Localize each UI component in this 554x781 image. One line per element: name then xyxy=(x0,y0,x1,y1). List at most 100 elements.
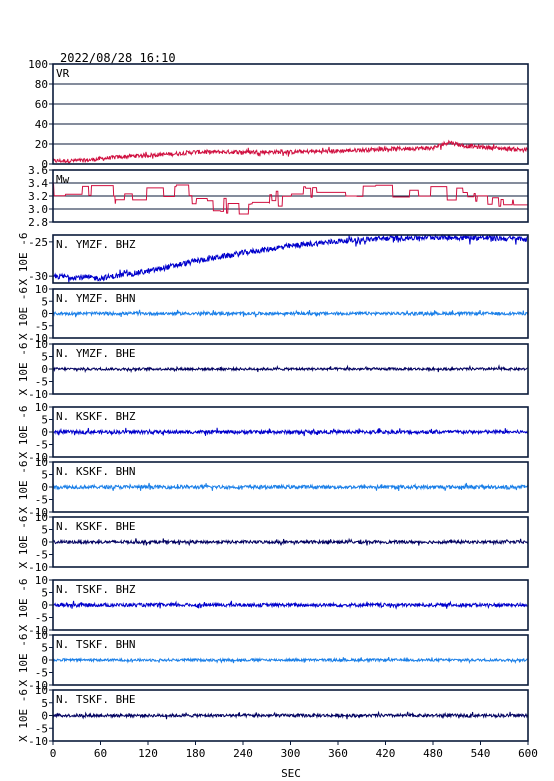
y-axis-unit-label: X 10E -6 xyxy=(17,233,30,286)
y-tick-label: 5 xyxy=(41,469,48,482)
y-tick-label: 0 xyxy=(41,599,48,612)
y-tick-label: 3.0 xyxy=(28,203,48,216)
trace-line xyxy=(52,482,529,492)
panel-label: N. KSKF. BHE xyxy=(56,520,135,533)
y-tick-label: -10 xyxy=(28,561,48,574)
x-tick-label: 240 xyxy=(233,747,253,760)
x-tick-label: 300 xyxy=(281,747,301,760)
y-tick-label: 0 xyxy=(41,536,48,549)
y-axis-unit-label: X 10E -6 xyxy=(17,287,30,340)
y-tick-label: -10 xyxy=(28,679,48,692)
y-tick-label: 0 xyxy=(41,308,48,321)
y-tick-label: -5 xyxy=(35,320,48,333)
y-tick-label: 0 xyxy=(41,654,48,667)
panel-2: 2.83.03.23.43.6 Mw xyxy=(28,164,529,229)
y-tick-label: -10 xyxy=(28,506,48,519)
x-tick-label: 0 xyxy=(50,747,57,760)
x-tick-label: 120 xyxy=(138,747,158,760)
y-axis-unit-label: X 10E -6 xyxy=(17,689,30,742)
trace-line xyxy=(52,427,529,437)
y-axis-unit-label: X 10E -6 xyxy=(17,461,30,514)
panel-3: -30 -25 N. YMZF. BHZ X 10E -6 xyxy=(17,233,529,286)
y-tick-label: 10 xyxy=(35,338,48,351)
trace-line xyxy=(53,537,529,547)
y-tick-label: -5 xyxy=(35,667,48,680)
y-tick-label: 5 xyxy=(41,351,48,364)
y-tick-label: 0 xyxy=(41,426,48,439)
panel-label: N. YMZF. BHN xyxy=(56,292,135,305)
y-tick-label: -10 xyxy=(28,735,48,748)
y-axis-unit-label: X 10E -6 xyxy=(17,406,30,459)
y-tick-label: -10 xyxy=(28,388,48,401)
y-tick-label: -5 xyxy=(35,722,48,735)
y-tick-label: 10 xyxy=(35,401,48,414)
y-tick-label: -5 xyxy=(35,612,48,625)
panel-1: 0 20 40 60 80 100 VR xyxy=(28,58,529,171)
y-tick-label: 5 xyxy=(41,587,48,600)
x-tick-label: 360 xyxy=(328,747,348,760)
trace-line xyxy=(52,233,529,283)
panel-label: N. YMZF. BHZ xyxy=(56,238,136,251)
trace-line xyxy=(52,710,529,720)
panel-label: N. YMZF. BHE xyxy=(56,347,135,360)
x-tick-label: 540 xyxy=(471,747,491,760)
y-tick-label: -10 xyxy=(28,624,48,637)
y-tick-label: 0 xyxy=(41,481,48,494)
y-axis-unit-label: X 10E -6 xyxy=(17,516,30,569)
chart-title: 2022/08/28 16:10 xyxy=(60,51,176,65)
y-tick-label: -5 xyxy=(35,549,48,562)
y-tick-label: -5 xyxy=(35,494,48,507)
y-tick-label: 40 xyxy=(35,118,48,131)
panel-frame xyxy=(52,234,529,284)
trace-line xyxy=(52,139,529,164)
panel-label: N. TSKF. BHZ xyxy=(56,583,136,596)
y-axis-unit-label: X 10E -6 xyxy=(17,634,30,687)
y-tick-label: -5 xyxy=(35,439,48,452)
y-tick-label: 2.8 xyxy=(28,216,48,229)
y-tick-label: 3.6 xyxy=(28,164,48,177)
y-tick-label: 100 xyxy=(28,58,48,71)
y-tick-label: -5 xyxy=(35,376,48,389)
x-axis: 0 60 120 180 240 300 360 420 480 540 600 xyxy=(50,741,538,760)
panel-label: N. KSKF. BHN xyxy=(56,465,135,478)
y-tick-label: 5 xyxy=(41,295,48,308)
trace-line xyxy=(52,600,529,610)
y-tick-label: 10 xyxy=(35,684,48,697)
y-tick-label: 3.2 xyxy=(28,190,48,203)
y-tick-label: 5 xyxy=(41,642,48,655)
y-axis-unit-label: X 10E -6 xyxy=(17,343,30,396)
panel-label: VR xyxy=(56,67,70,80)
x-tick-label: 480 xyxy=(423,747,443,760)
x-tick-label: 420 xyxy=(376,747,396,760)
y-tick-label: 20 xyxy=(35,138,48,151)
panel-label: N. TSKF. BHN xyxy=(56,638,135,651)
y-tick-label: 5 xyxy=(41,524,48,537)
trace-line xyxy=(52,309,529,318)
panel-frame xyxy=(52,63,529,165)
y-tick-label: 10 xyxy=(35,456,48,469)
y-tick-label: 0 xyxy=(41,710,48,723)
panel-label: N. TSKF. BHE xyxy=(56,693,135,706)
x-tick-label: 600 xyxy=(518,747,538,760)
y-tick-label: 3.4 xyxy=(28,177,48,190)
y-tick-label: -10 xyxy=(28,332,48,345)
y-tick-label: 10 xyxy=(35,283,48,296)
y-tick-label: -30 xyxy=(28,270,48,283)
y-tick-label: 10 xyxy=(35,629,48,642)
y-tick-label: 0 xyxy=(41,363,48,376)
y-tick-label: -25 xyxy=(28,236,48,249)
y-tick-label: -10 xyxy=(28,451,48,464)
panel-label: N. KSKF. BHZ xyxy=(56,410,136,423)
x-axis-label: SEC xyxy=(281,767,301,780)
y-tick-label: 10 xyxy=(35,511,48,524)
y-tick-label: 5 xyxy=(41,414,48,427)
y-tick-label: 5 xyxy=(41,697,48,710)
